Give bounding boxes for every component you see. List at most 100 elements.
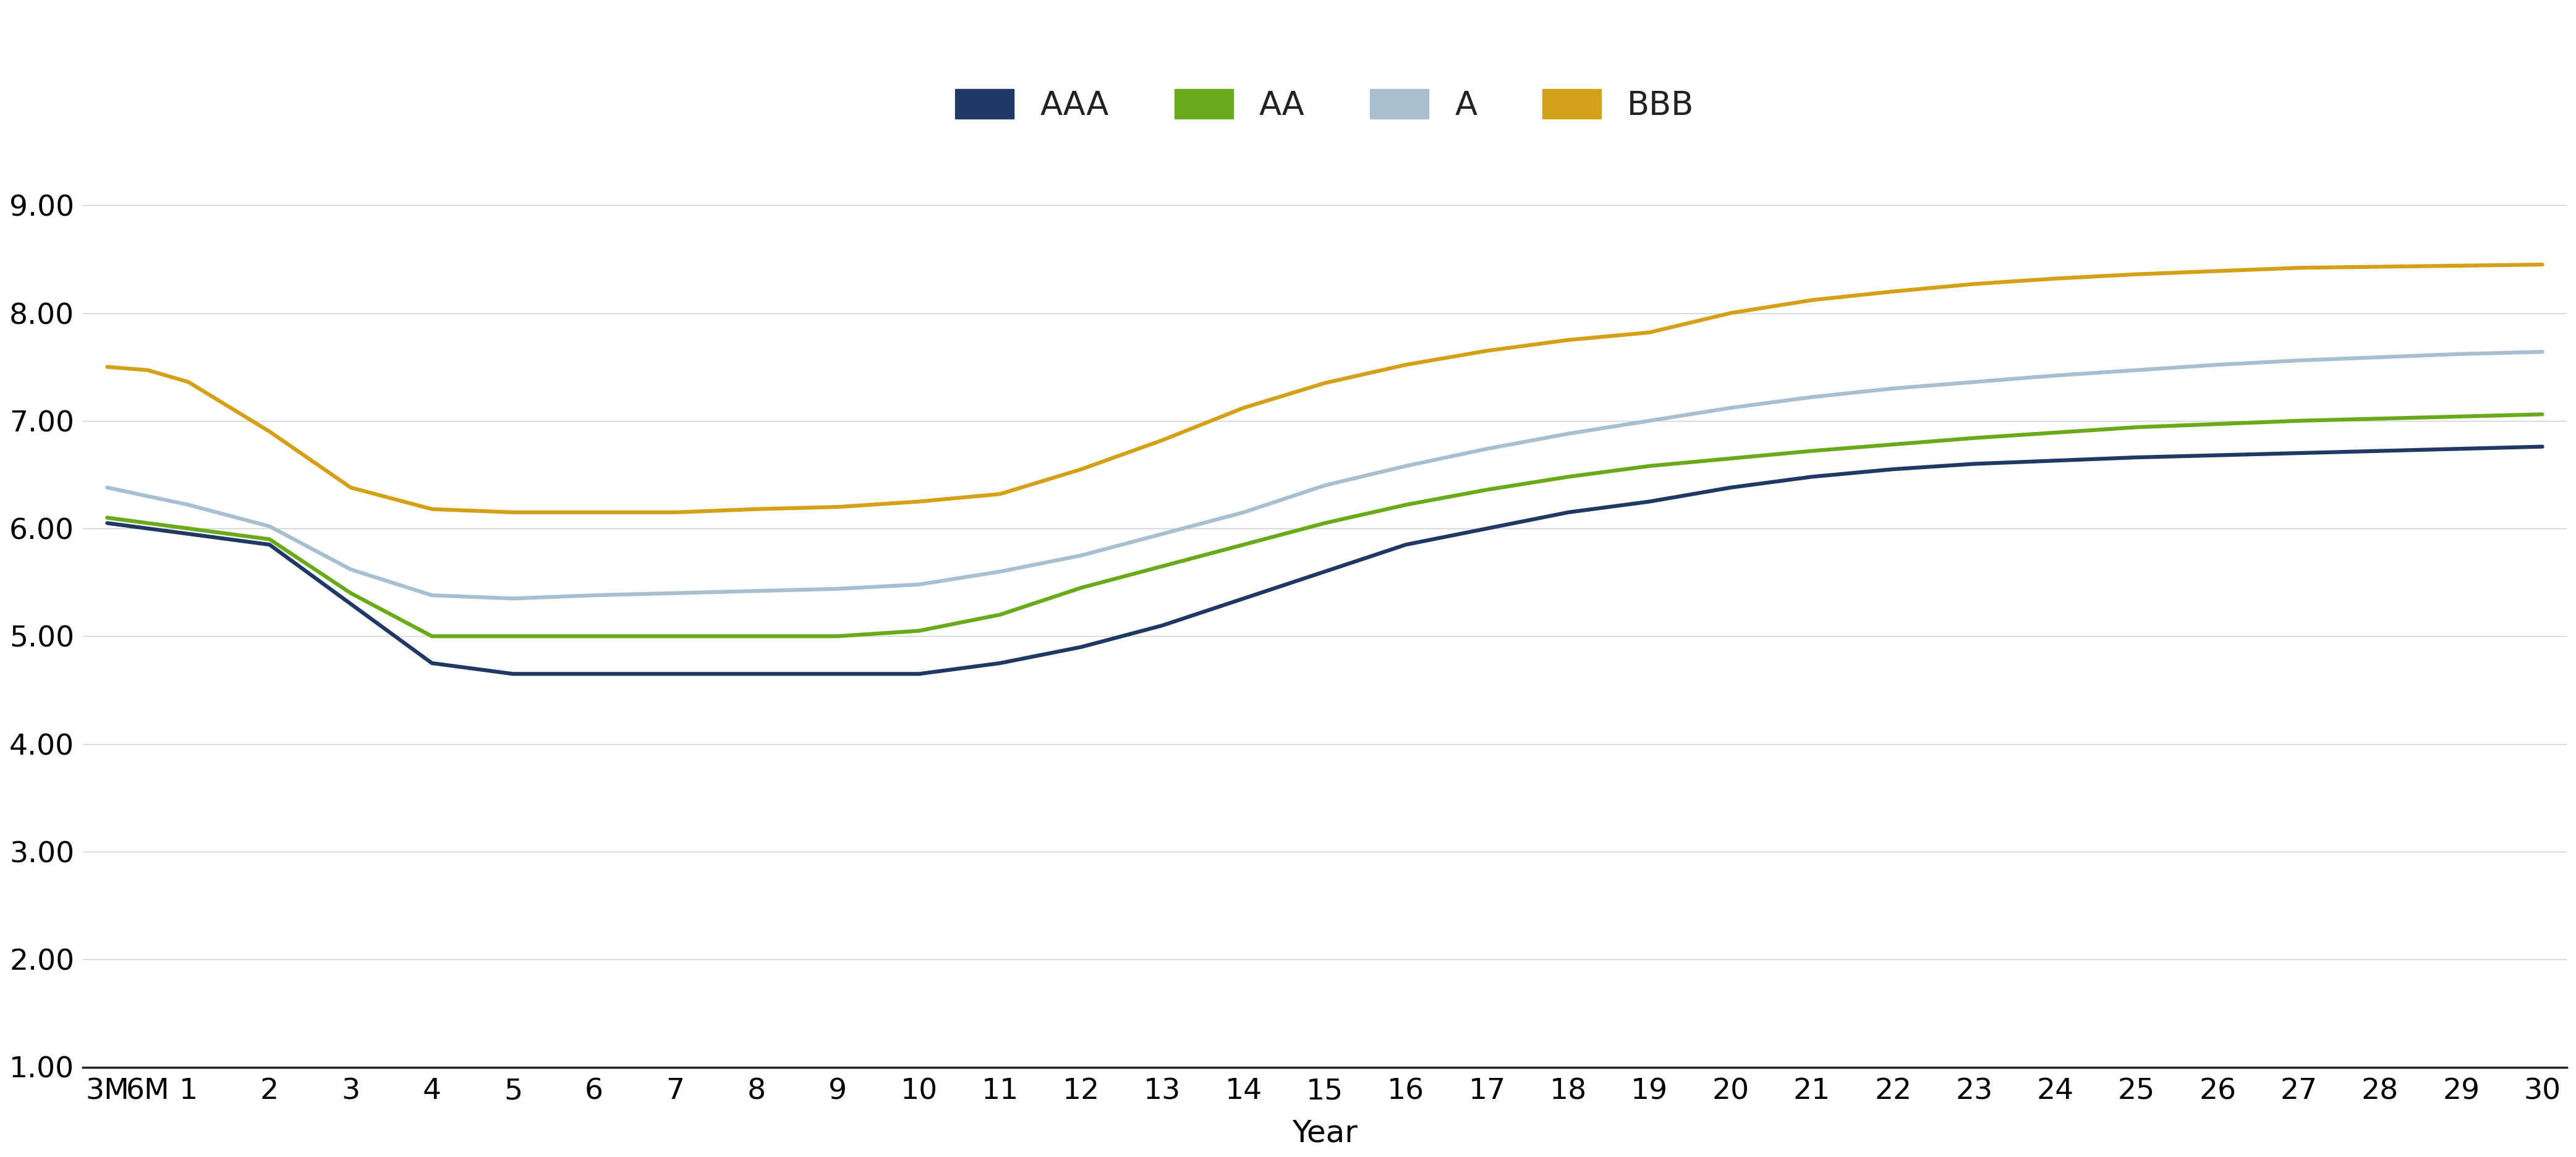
AAA (2365, 444, 2396, 458)
AA (2527, 407, 2558, 421)
A (742, 584, 773, 598)
A (1146, 526, 1177, 540)
A (1633, 414, 1664, 428)
AA (1229, 538, 1260, 552)
BBB (131, 363, 162, 377)
BBB (1633, 325, 1664, 339)
Line: AAA: AAA (108, 447, 2543, 673)
BBB (2202, 264, 2233, 278)
A (2282, 354, 2313, 368)
AA (822, 629, 853, 643)
AA (93, 510, 124, 524)
AAA (1553, 506, 1584, 519)
A (255, 519, 286, 533)
A (1795, 390, 1826, 404)
AA (1633, 459, 1664, 473)
A (1391, 459, 1422, 473)
BBB (255, 425, 286, 439)
Line: A: A (108, 352, 2543, 598)
A (417, 588, 448, 602)
BBB (1716, 307, 1747, 320)
AAA (1391, 538, 1422, 552)
AA (173, 522, 204, 536)
A (580, 588, 611, 602)
AA (2202, 417, 2233, 430)
A (2445, 347, 2476, 361)
AAA (1309, 565, 1340, 578)
BBB (93, 360, 124, 374)
BBB (2040, 272, 2071, 286)
AA (131, 516, 162, 530)
AA (255, 532, 286, 546)
AA (904, 624, 935, 638)
AAA (904, 666, 935, 680)
A (659, 587, 690, 600)
BBB (1229, 400, 1260, 414)
AAA (580, 666, 611, 680)
AA (417, 629, 448, 643)
A (173, 498, 204, 511)
BBB (984, 487, 1015, 501)
Legend: AAA, AA, A, BBB: AAA, AA, A, BBB (943, 76, 1708, 135)
BBB (1553, 333, 1584, 347)
A (904, 577, 935, 591)
BBB (904, 494, 935, 508)
AA (1958, 432, 1989, 445)
A (1553, 427, 1584, 441)
BBB (497, 506, 528, 519)
BBB (2365, 260, 2396, 274)
BBB (822, 500, 853, 514)
AAA (1958, 457, 1989, 471)
BBB (742, 502, 773, 516)
A (2527, 345, 2558, 359)
AAA (1471, 522, 1502, 536)
A (131, 489, 162, 503)
BBB (417, 502, 448, 516)
BBB (173, 375, 204, 389)
BBB (1795, 293, 1826, 307)
AAA (984, 656, 1015, 670)
BBB (659, 506, 690, 519)
AAA (497, 666, 528, 680)
AA (497, 629, 528, 643)
AAA (2120, 450, 2151, 464)
A (2365, 351, 2396, 364)
A (1471, 442, 1502, 456)
A (2040, 369, 2071, 383)
AAA (2202, 448, 2233, 462)
A (1878, 382, 1909, 396)
AA (1878, 437, 1909, 451)
X-axis label: Year: Year (1293, 1118, 1358, 1148)
AA (2365, 412, 2396, 426)
AAA (1633, 494, 1664, 508)
A (1066, 548, 1097, 562)
AAA (93, 516, 124, 530)
A (1958, 375, 1989, 389)
BBB (2527, 258, 2558, 272)
AA (2282, 414, 2313, 428)
AAA (131, 522, 162, 536)
BBB (580, 506, 611, 519)
AAA (1146, 619, 1177, 633)
BBB (1958, 277, 1989, 290)
AAA (2445, 442, 2476, 456)
BBB (2445, 259, 2476, 273)
BBB (1309, 376, 1340, 390)
AAA (2040, 454, 2071, 467)
BBB (2120, 267, 2151, 281)
AA (335, 587, 366, 600)
AA (1716, 451, 1747, 465)
AA (742, 629, 773, 643)
AA (1146, 559, 1177, 573)
AAA (1716, 480, 1747, 494)
BBB (2282, 260, 2313, 274)
A (1716, 400, 1747, 414)
BBB (1066, 463, 1097, 477)
AAA (2282, 447, 2313, 460)
AA (580, 629, 611, 643)
BBB (1391, 358, 1422, 371)
A (93, 480, 124, 494)
Line: BBB: BBB (108, 265, 2543, 513)
AAA (1878, 463, 1909, 477)
Line: AA: AA (108, 414, 2543, 636)
